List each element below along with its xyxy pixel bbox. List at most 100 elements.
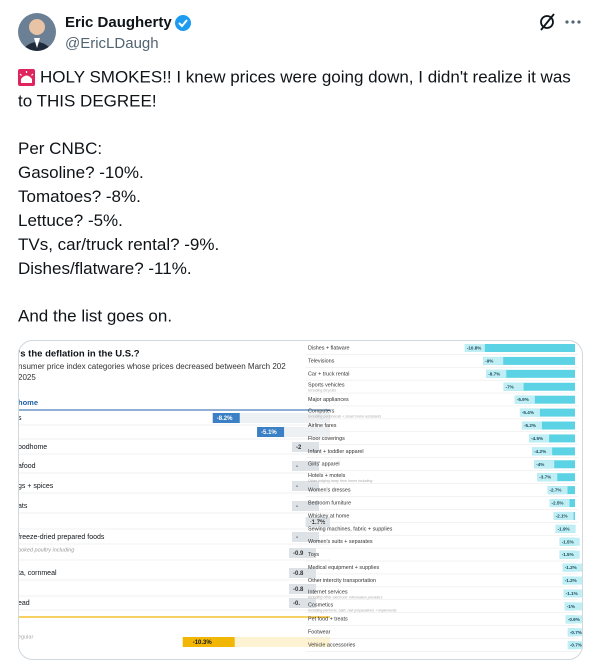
value-label: -0.9 [293,551,304,557]
tweet-line: TVs, car/truck rental? -9%. [18,235,219,254]
siren-emoji [18,69,35,86]
chart-subtitle: nsumer price index categories whose pric… [18,362,286,371]
row-label: afood [18,463,36,470]
row-label: Airline fares [308,423,337,429]
attached-image[interactable]: 's the deflation in the U.S.? nsumer pric… [18,340,588,660]
value-box [563,589,583,598]
value-box [305,517,330,527]
bar [503,382,575,391]
row-label: Televisions [308,358,335,364]
grok-icon[interactable] [540,13,555,31]
bar [182,637,330,647]
row-label: ead [18,600,30,607]
value-box [553,511,574,520]
row-label: Hotels + motels [308,473,346,479]
image-border [18,340,583,660]
value-box [292,501,319,511]
bar [486,369,575,378]
value-label: -2.5% [552,501,564,506]
bar [257,427,330,437]
value-label: -0.8 [293,571,304,577]
value-label: -7% [506,384,514,389]
value-box [549,499,570,508]
row-label: Car + truck rental [308,371,350,377]
value-label: -1.2% [565,578,577,583]
row-label: oodhome [18,444,47,451]
value-box [534,460,555,469]
value-box [503,382,524,391]
value-box [289,548,316,558]
value-box [559,537,580,546]
row-note: Other lodging away from home including [308,479,372,483]
row-label: Major appliances [308,397,349,403]
value-box [486,369,507,378]
value-label: -1.1% [566,591,578,596]
bar [464,344,575,352]
value-box [292,442,319,452]
bar [534,460,575,469]
author-handle[interactable]: @EricLDaugh [65,35,159,52]
value-label: -1.9% [558,526,570,531]
tweet-line: HOLY SMOKES!! I knew prices were going d… [40,67,571,86]
tweet-line: Lettuce? -5%. [18,211,123,230]
value-box [537,473,558,482]
row-label: Floor coverings [308,436,345,442]
tweet-line: Gasoline? -10%. [18,163,144,182]
value-box [182,637,235,647]
row-note: Including bicycles [308,389,336,393]
verified-badge [175,15,191,31]
row-label: Other intercity transportation [308,578,376,584]
value-label: -10.3% [193,640,213,646]
tweet-line: to THIS DEGREE! [18,91,157,110]
value-label: -1.5% [562,539,574,544]
value-label: -1% [567,604,575,609]
value-label: -1.2% [565,565,577,570]
value-label: -8.2% [217,416,233,422]
row-note: Including other electronic information p… [308,595,383,599]
row-label: Footwear [308,630,331,636]
row-label: Cosmetics [308,602,333,608]
value-box [562,576,583,585]
value-label: -4% [536,462,544,467]
value-box [519,408,540,417]
value-label: -3.7% [539,475,551,480]
bar [212,413,330,423]
more-icon[interactable] [565,20,581,24]
row-label: Dishes + flatware [308,345,350,351]
row-label: Women's suits + separates [308,539,373,545]
bar [521,421,575,430]
value-box [289,598,316,608]
value-label: -1.5% [562,552,574,557]
bar [519,408,575,417]
value-label: -4.5% [531,436,543,441]
value-label: -1.7% [310,520,326,526]
bar [529,434,575,443]
row-label: ats [18,503,28,510]
value-box [483,356,504,365]
author-name[interactable]: Eric Daugherty [65,14,172,31]
tweet-line: Dishes/flatware? -11%. [18,259,192,278]
row-label: Medical equipment + supplies [308,565,379,571]
chart-subtitle: 2025 [18,373,36,382]
row-label: s [18,415,22,422]
tweet-text: HOLY SMOKES!! I knew prices were going d… [18,67,571,325]
value-label: -0.7% [570,643,582,648]
value-label: -2 [296,445,302,451]
value-box [555,524,576,533]
value-label: - [296,484,298,490]
row-label: Sewing machines, fabric + supplies [308,526,393,532]
row-note: Including perfume, bath, nail preparatio… [308,608,397,612]
value-box [562,563,583,572]
value-box [212,413,240,423]
value-label: - [296,535,298,541]
row-label: Girls' apparel [308,462,340,468]
value-label: -8.7% [488,371,500,376]
value-label: -0. [293,601,300,607]
row-label: Women's dresses [308,488,351,494]
value-label: -5.1% [261,430,277,436]
bar [532,447,575,456]
row-label: gs + spices [18,483,54,490]
avatar[interactable] [18,13,56,51]
tweet-line: And the list goes on. [18,306,172,325]
